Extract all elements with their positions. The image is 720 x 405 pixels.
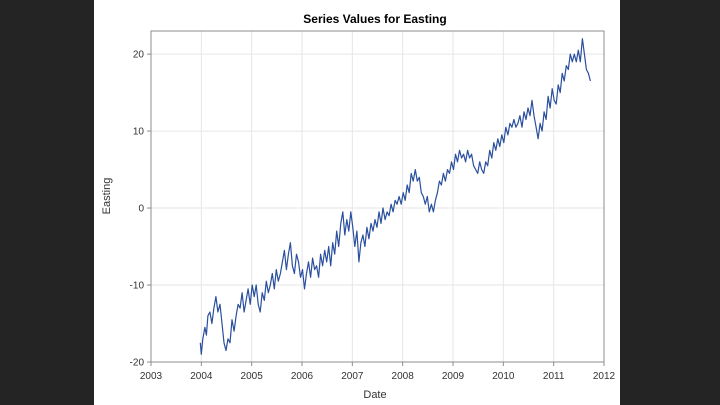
x-tick-label: 2005 <box>241 371 264 382</box>
easting-series-line <box>199 38 591 355</box>
x-tick-label: 2008 <box>392 371 415 382</box>
x-tick-label: 2011 <box>543 371 565 382</box>
x-tick-label: 2010 <box>492 371 515 382</box>
chart-panel: Series Values for Easting -20 -10 0 10 20 20… <box>94 0 620 405</box>
x-axis-ticks: 2003 2004 2005 2006 2007 2008 2009 2010 2011 2012 <box>140 362 616 382</box>
y-tick-label: -20 <box>130 358 145 369</box>
x-tick-label: 2009 <box>442 371 465 382</box>
y-tick-label: 10 <box>133 127 145 138</box>
chart-title: Series Values for Easting <box>303 12 446 26</box>
plot-area-frame <box>150 30 605 363</box>
y-axis-ticks: -20 -10 0 10 20 <box>130 50 151 369</box>
y-tick-label: -10 <box>130 281 145 292</box>
x-tick-label: 2006 <box>291 371 314 382</box>
x-tick-label: 2012 <box>593 371 616 382</box>
y-tick-label: 20 <box>133 50 145 61</box>
line-chart: Series Values for Easting -20 -10 0 10 20 20… <box>101 12 616 401</box>
x-tick-label: 2004 <box>190 371 213 382</box>
gridlines <box>150 31 605 363</box>
y-tick-label: 0 <box>138 204 144 215</box>
y-axis-title: Easting <box>101 178 113 215</box>
x-tick-label: 2007 <box>341 371 364 382</box>
x-tick-label: 2003 <box>140 371 163 382</box>
x-axis-title: Date <box>363 389 386 401</box>
